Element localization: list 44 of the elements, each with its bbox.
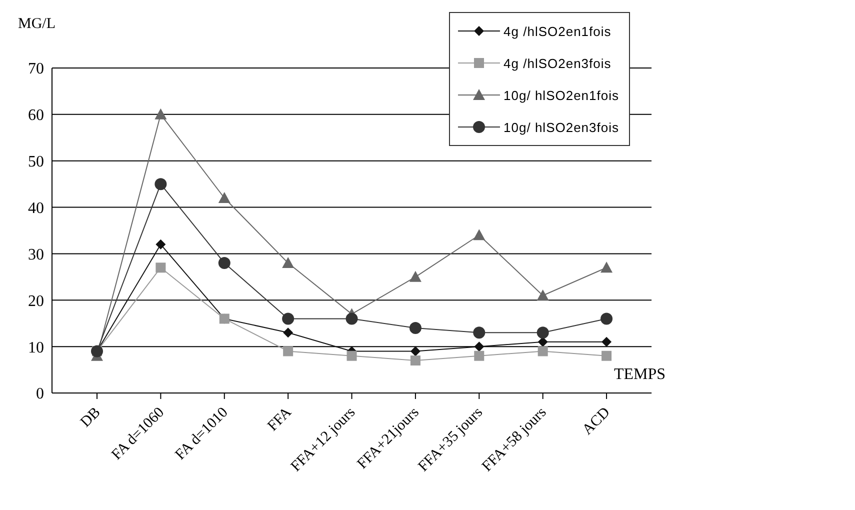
point xyxy=(218,257,230,269)
point xyxy=(346,312,358,325)
point xyxy=(473,229,486,240)
y-tick-label: 50 xyxy=(28,154,44,171)
point xyxy=(282,257,294,268)
y-tick-label: 0 xyxy=(36,386,44,403)
point xyxy=(218,192,230,203)
point xyxy=(156,262,166,273)
point xyxy=(602,336,612,347)
x-tick-label: FFA xyxy=(264,404,296,434)
point xyxy=(282,312,294,325)
y-tick-label: 70 xyxy=(28,60,44,78)
point xyxy=(346,350,357,361)
point xyxy=(538,346,548,356)
point xyxy=(538,336,548,347)
y-tick-label: 40 xyxy=(28,200,44,217)
point xyxy=(154,178,167,190)
point xyxy=(156,239,166,250)
legend-label: 10g/ hlSO2en1fois xyxy=(504,88,619,102)
point xyxy=(600,312,613,325)
y-tick-label: 30 xyxy=(28,246,44,264)
legend-label: 10g/ hlSO2en3fois xyxy=(504,120,619,134)
x-tick-label: DB xyxy=(78,404,104,431)
point xyxy=(600,262,613,273)
point xyxy=(409,270,422,282)
x-axis-title: TEMPS xyxy=(614,366,666,383)
point xyxy=(283,346,294,356)
point xyxy=(536,290,549,300)
y-tick-label: 10 xyxy=(28,339,44,356)
y-axis-title: MG/L xyxy=(18,16,56,32)
point xyxy=(474,350,484,361)
point xyxy=(474,342,484,352)
legend-label: 4g /hlSO2en3fois xyxy=(504,56,612,70)
point xyxy=(154,108,167,120)
y-tick-label: 60 xyxy=(28,107,44,124)
y-tick-label: 20 xyxy=(28,292,44,310)
point xyxy=(473,326,486,339)
point xyxy=(410,356,420,366)
legend-label: 4g /hlSO2en1fois xyxy=(504,24,612,38)
point xyxy=(409,322,422,334)
point xyxy=(410,346,420,356)
point xyxy=(536,326,549,339)
point xyxy=(602,350,612,361)
point xyxy=(283,328,294,338)
